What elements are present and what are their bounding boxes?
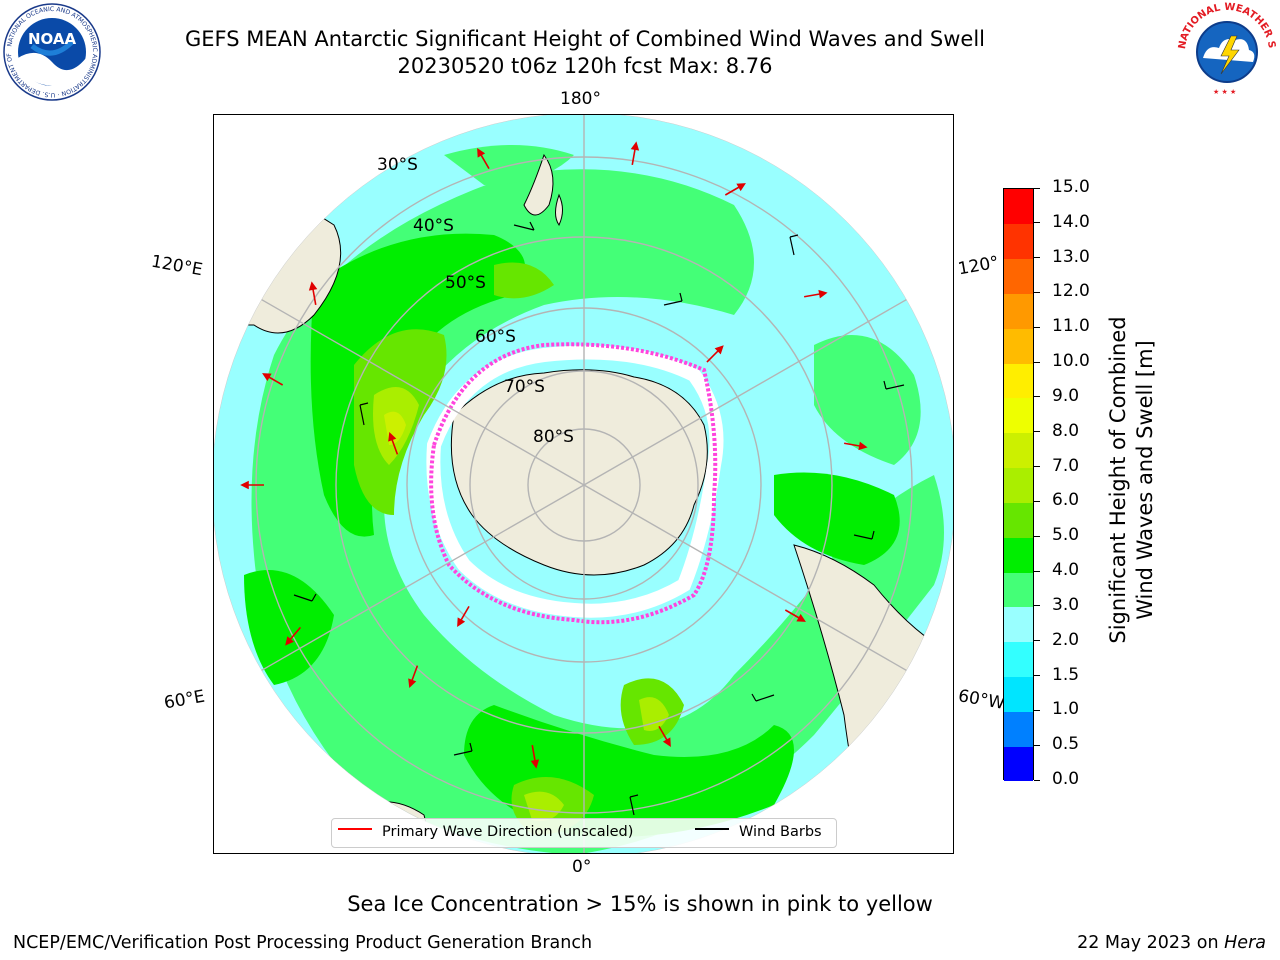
colorbar-tick-label: 1.5	[1052, 664, 1080, 685]
colorbar-tick	[1034, 709, 1040, 711]
footer-host: Hera	[1224, 933, 1266, 953]
colorbar-segment	[1004, 711, 1033, 747]
colorbar-tick-label: 15.0	[1052, 177, 1090, 197]
lat-label-50s: 50°S	[445, 273, 486, 293]
colorbar-tick-label: 10.0	[1052, 351, 1090, 372]
svg-text:★ ★ ★: ★ ★ ★	[1213, 88, 1236, 96]
nws-logo-icon: NATIONAL WEATHER SERVICE ★ ★ ★	[1176, 2, 1277, 100]
colorbar-tick-label: 0.0	[1052, 769, 1080, 789]
colorbar-tick	[1034, 431, 1040, 433]
colorbar-tick-label: 2.0	[1052, 629, 1080, 650]
noaa-logo-text: NOAA	[28, 30, 77, 48]
lon-label-60e: 60°E	[162, 686, 207, 714]
colorbar-tick	[1034, 361, 1040, 363]
colorbar-tick	[1034, 500, 1040, 502]
colorbar-tick	[1034, 779, 1040, 781]
colorbar-tick	[1034, 466, 1040, 468]
legend-wave-label: Primary Wave Direction (unscaled)	[382, 824, 634, 840]
colorbar-segment	[1004, 223, 1033, 260]
footer-credit: NCEP/EMC/Verification Post Processing Pr…	[13, 933, 593, 953]
colorbar-tick-label: 14.0	[1052, 211, 1090, 232]
colorbar-segment	[1004, 572, 1033, 608]
colorbar-segment	[1004, 467, 1033, 503]
colorbar-tick	[1034, 605, 1040, 607]
colorbar-tick-label: 0.5	[1052, 734, 1080, 755]
colorbar-tick-label: 1.0	[1052, 699, 1080, 720]
chart-subtitle: 20230520 t06z 120h fcst Max: 8.76	[397, 54, 773, 78]
colorbar-tick-label: 5.0	[1052, 525, 1080, 546]
colorbar-tick	[1034, 396, 1040, 398]
legend-swatch-barb	[695, 828, 729, 830]
colorbar-tick	[1034, 291, 1040, 293]
legend-barb-label: Wind Barbs	[739, 824, 822, 840]
sea-ice-caption: Sea Ice Concentration > 15% is shown in …	[347, 892, 933, 916]
chart-title: GEFS MEAN Antarctic Significant Height o…	[184, 27, 986, 51]
colorbar-tick-label: 9.0	[1052, 385, 1080, 406]
colorbar-segment	[1004, 397, 1033, 434]
colorbar-tick-label: 7.0	[1052, 455, 1080, 476]
colorbar-tick-label: 13.0	[1052, 246, 1090, 267]
colorbar-tick	[1034, 570, 1040, 572]
colorbar-tick	[1034, 257, 1040, 259]
colorbar-segment	[1004, 746, 1033, 782]
sea-ice-edge	[429, 342, 718, 625]
colorbar-title-line2: Wind Waves and Swell [m]	[1133, 340, 1157, 620]
colorbar-tick	[1034, 222, 1040, 224]
colorbar-tick	[1034, 640, 1040, 642]
footer-date-text: 22 May 2023 on	[1077, 933, 1219, 953]
wave-direction-arrows	[240, 141, 868, 769]
lon-label-60w: 60°W	[956, 686, 1007, 714]
footer-date: 22 May 2023 on Hera	[1077, 933, 1266, 953]
colorbar-segment	[1004, 537, 1033, 573]
colorbar-tick-label: 4.0	[1052, 560, 1080, 581]
colorbar-segment	[1004, 328, 1033, 364]
colorbar-tick-label: 11.0	[1052, 316, 1090, 337]
lat-label-40s: 40°S	[413, 216, 454, 236]
colorbar-tick-label: 3.0	[1052, 594, 1080, 615]
lat-label-70s: 70°S	[504, 377, 545, 397]
colorbar-title-line1: Significant Height of Combined	[1106, 316, 1130, 644]
lat-label-30s: 30°S	[377, 155, 418, 175]
colorbar-segment	[1004, 641, 1033, 678]
colorbar-segment	[1004, 258, 1033, 294]
lon-label-120w: 120°	[956, 252, 1001, 280]
colorbar-segment	[1004, 676, 1033, 712]
colorbar-tick	[1034, 187, 1040, 189]
lon-label-180: 180°	[560, 89, 601, 109]
colorbar-segment	[1004, 432, 1033, 469]
colorbar-segment	[1004, 189, 1033, 225]
colorbar-segment	[1004, 293, 1033, 329]
colorbar-tick-label: 12.0	[1052, 281, 1090, 302]
colorbar	[1003, 188, 1034, 782]
map-panel[interactable]: 30°S 40°S 50°S 60°S 70°S 80°S	[213, 114, 954, 854]
wind-barbs	[293, 221, 905, 816]
lon-label-120e: 120°E	[149, 251, 205, 281]
lon-label-0: 0°	[572, 857, 592, 877]
colorbar-segment	[1004, 363, 1033, 399]
colorbar-tick	[1034, 744, 1040, 746]
antarctica-land	[450, 369, 708, 576]
ice-shelf	[426, 345, 724, 618]
colorbar-tick-label: 6.0	[1052, 490, 1080, 511]
legend-swatch-wave	[338, 828, 372, 830]
noaa-logo-icon: NATIONAL OCEANIC AND ATMOSPHERIC ADMINIS…	[2, 2, 101, 101]
colorbar-tick	[1034, 675, 1040, 677]
colorbar-tick	[1034, 535, 1040, 537]
polar-map: 30°S 40°S 50°S 60°S 70°S 80°S	[214, 115, 953, 853]
colorbar-tick-label: 8.0	[1052, 420, 1080, 441]
colorbar-segment	[1004, 502, 1033, 538]
lat-label-80s: 80°S	[533, 427, 574, 447]
colorbar-title: Significant Height of Combined Wind Wave…	[1097, 300, 1167, 660]
lat-label-60s: 60°S	[475, 327, 516, 347]
map-legend: Primary Wave Direction (unscaled) Wind B…	[331, 818, 837, 848]
colorbar-tick	[1034, 326, 1040, 328]
colorbar-segment	[1004, 606, 1033, 643]
